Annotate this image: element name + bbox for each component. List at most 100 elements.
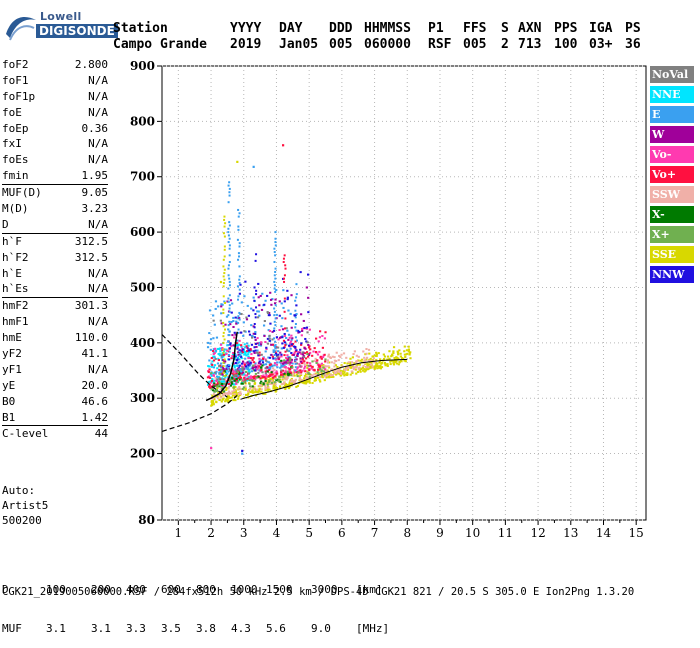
echo-point bbox=[290, 382, 294, 385]
echo-point bbox=[208, 365, 211, 368]
param-row: hmF2 301.3 bbox=[2, 297, 108, 314]
header-label-4: HHMMSS bbox=[364, 21, 411, 36]
echo-point bbox=[318, 366, 321, 369]
echo-point bbox=[263, 384, 267, 387]
echo-point bbox=[272, 329, 276, 332]
echo-point bbox=[227, 314, 230, 317]
echo-point bbox=[305, 377, 308, 380]
echo-point bbox=[283, 274, 286, 277]
echo-point bbox=[364, 368, 368, 371]
echo-point bbox=[258, 341, 261, 344]
echo-point bbox=[221, 303, 224, 306]
echo-point bbox=[244, 330, 247, 333]
echo-point bbox=[215, 385, 219, 388]
echo-point bbox=[263, 334, 266, 337]
echo-point bbox=[314, 357, 317, 360]
echo-point bbox=[260, 353, 263, 356]
echo-point bbox=[223, 255, 226, 258]
echo-point bbox=[318, 350, 321, 353]
echo-point bbox=[289, 361, 292, 364]
param-name: B1 bbox=[2, 410, 16, 424]
echo-point bbox=[259, 377, 262, 380]
echo-point bbox=[212, 380, 215, 383]
echo-point bbox=[356, 370, 360, 373]
param-row: C-level 44 bbox=[2, 425, 108, 442]
echo-point bbox=[244, 357, 247, 360]
echo-point bbox=[248, 333, 252, 336]
echo-point bbox=[254, 364, 257, 367]
param-name: fmin bbox=[2, 169, 29, 183]
echo-point bbox=[214, 307, 217, 310]
echo-point bbox=[352, 368, 356, 371]
x-tick-label: 9 bbox=[436, 526, 444, 540]
echo-point bbox=[234, 378, 237, 381]
param-value: N/A bbox=[88, 315, 108, 329]
echo-point bbox=[222, 325, 225, 328]
echo-point bbox=[213, 371, 217, 374]
echo-point bbox=[363, 368, 366, 371]
legend-item-noval: NoVal bbox=[650, 66, 694, 83]
echo-point bbox=[280, 302, 283, 305]
param-value: N/A bbox=[88, 266, 108, 280]
echo-point bbox=[316, 359, 319, 362]
echo-point bbox=[223, 225, 226, 228]
echo-point bbox=[266, 381, 269, 384]
echo-point bbox=[386, 365, 389, 368]
echo-point bbox=[295, 304, 298, 307]
echo-point bbox=[222, 394, 225, 397]
echo-point bbox=[286, 376, 289, 379]
echo-point bbox=[238, 212, 241, 215]
param-name: D bbox=[2, 217, 9, 231]
echo-point bbox=[220, 362, 223, 365]
echo-point bbox=[228, 358, 231, 361]
echo-point bbox=[287, 309, 290, 312]
echo-point bbox=[305, 381, 308, 384]
echo-point bbox=[404, 353, 408, 356]
echo-point bbox=[219, 353, 222, 356]
echo-point bbox=[309, 364, 312, 367]
echo-point bbox=[237, 208, 240, 211]
echo-point bbox=[290, 358, 293, 361]
echo-point bbox=[306, 364, 309, 367]
echo-point bbox=[389, 360, 392, 363]
param-row: foF1 N/A bbox=[2, 73, 108, 89]
echo-point bbox=[231, 357, 234, 360]
echo-point bbox=[312, 368, 315, 371]
echo-point bbox=[237, 252, 240, 255]
echo-point bbox=[227, 354, 230, 357]
echo-point bbox=[302, 319, 305, 322]
echo-point bbox=[271, 343, 275, 346]
echo-point bbox=[308, 376, 311, 379]
plot-frame bbox=[161, 65, 647, 521]
echo-point bbox=[267, 386, 270, 389]
muf-table: D 100 200 400 600 800 1000 1500 3000 [km] MUF 3.1 3… bbox=[2, 557, 389, 648]
echo-point bbox=[324, 331, 327, 334]
row-cell: [MHz] bbox=[356, 622, 390, 635]
echo-point bbox=[343, 362, 346, 365]
echo-point bbox=[294, 346, 297, 349]
echo-point bbox=[206, 346, 210, 349]
echo-point bbox=[325, 373, 328, 376]
echo-point bbox=[295, 313, 298, 316]
echo-point bbox=[298, 363, 301, 366]
echo-point bbox=[280, 353, 283, 356]
echo-point bbox=[247, 344, 250, 347]
echo-point bbox=[225, 388, 228, 391]
echo-point bbox=[392, 361, 395, 364]
echo-point bbox=[239, 283, 242, 286]
echo-point bbox=[367, 363, 370, 366]
echo-point bbox=[279, 373, 283, 376]
echo-point bbox=[372, 357, 375, 360]
param-value: 110.0 bbox=[74, 331, 108, 345]
echo-point bbox=[346, 368, 350, 371]
echo-point bbox=[278, 356, 281, 359]
echo-point bbox=[273, 375, 276, 378]
logo-text-digisonde: DIGISONDE bbox=[36, 24, 118, 38]
echo-point bbox=[339, 374, 342, 377]
echo-point bbox=[255, 289, 258, 292]
echo-point bbox=[261, 371, 264, 374]
echo-point bbox=[238, 318, 241, 321]
echo-point bbox=[300, 352, 303, 355]
echo-point bbox=[255, 345, 258, 348]
echo-point bbox=[227, 400, 230, 403]
